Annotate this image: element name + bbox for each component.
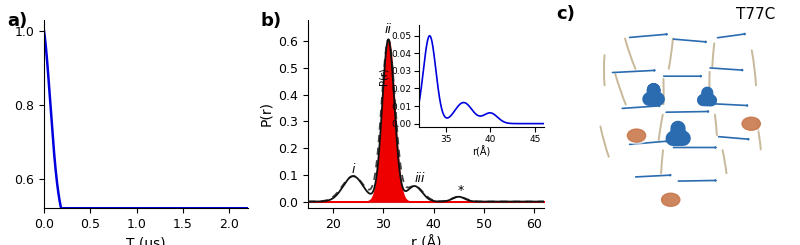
Text: ii: ii <box>385 23 392 36</box>
Text: b): b) <box>261 12 282 30</box>
Ellipse shape <box>662 193 680 206</box>
X-axis label: T (μs): T (μs) <box>126 236 166 245</box>
Text: a): a) <box>7 12 27 30</box>
Text: *: * <box>458 184 464 196</box>
Text: iii: iii <box>414 172 425 185</box>
Ellipse shape <box>658 191 683 208</box>
X-axis label: r (Å): r (Å) <box>410 236 442 245</box>
Text: c): c) <box>556 5 575 23</box>
Ellipse shape <box>739 115 763 132</box>
Ellipse shape <box>742 117 760 130</box>
Ellipse shape <box>627 129 646 142</box>
Y-axis label: P(r): P(r) <box>258 101 273 126</box>
Text: T77C: T77C <box>737 7 776 22</box>
Ellipse shape <box>624 127 649 144</box>
Text: i: i <box>351 163 355 176</box>
